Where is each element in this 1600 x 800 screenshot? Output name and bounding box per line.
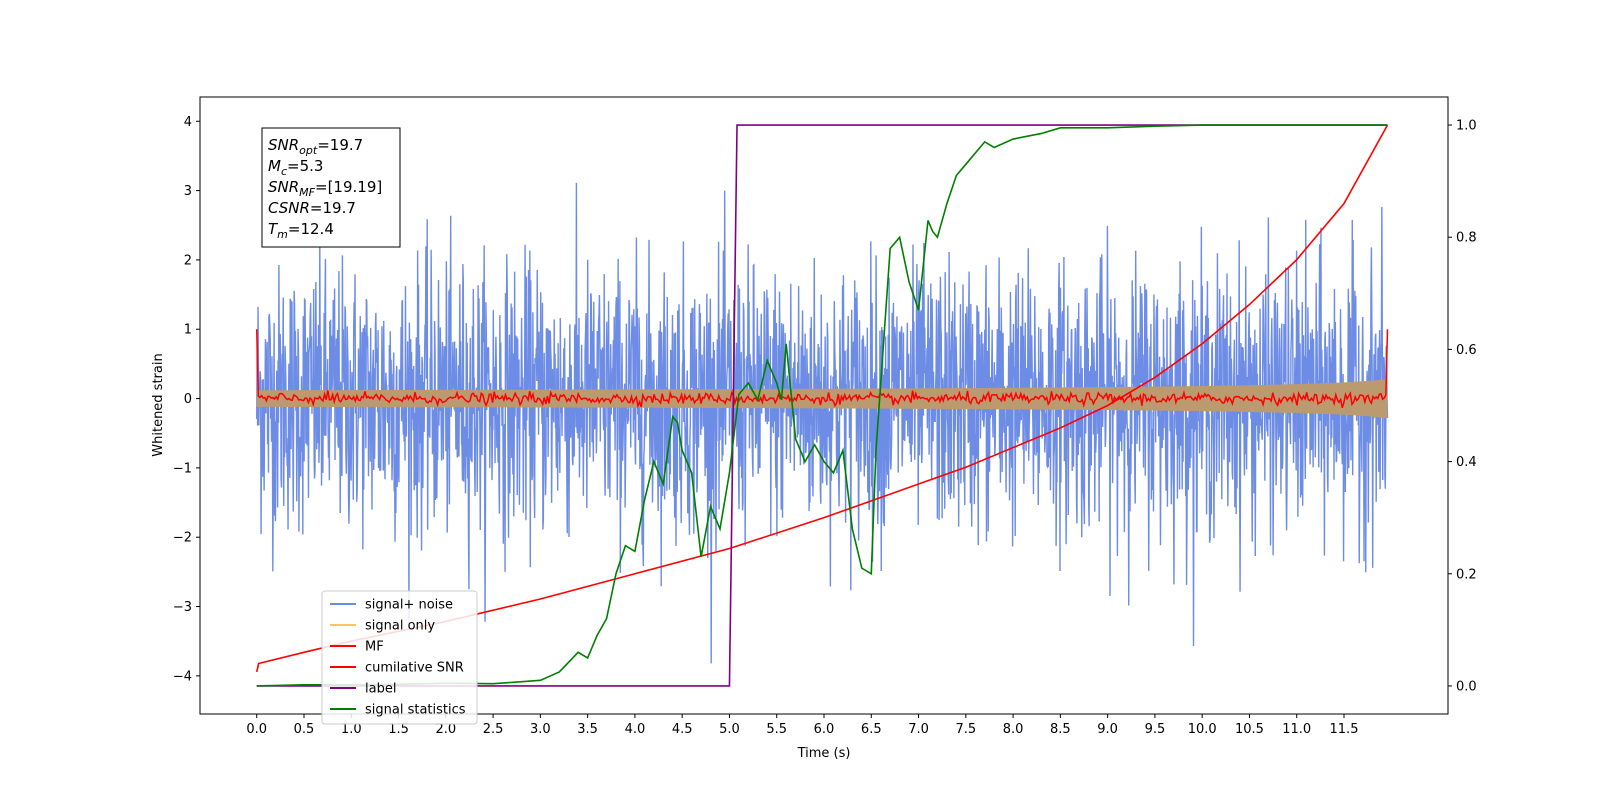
series-signal-plus-noise xyxy=(256,182,1389,664)
annotation-line: Tm=12.4 xyxy=(268,220,334,241)
legend-entry: signal+ noise xyxy=(365,598,453,613)
x-axis-label: Time (s) xyxy=(797,746,851,761)
x-tick-label: 11.5 xyxy=(1330,722,1359,737)
series-signal-statistics xyxy=(256,124,1388,687)
x-tick-label: 2.0 xyxy=(435,722,456,737)
annotation-value: =19.7 xyxy=(310,199,356,217)
y-tick-label: −1 xyxy=(173,461,192,476)
x-axis: 0.0 0.5 1.0 1.5 2.0 2.5 3.0 3.5 4.0 4.5 5.0 5.5 6.0 6… xyxy=(246,714,1358,737)
x-tick-label: 4.5 xyxy=(672,722,693,737)
y-tick-label: 3 xyxy=(184,184,192,199)
x-tick-label: 6.5 xyxy=(861,722,882,737)
legend-entry: label xyxy=(365,682,396,697)
y2-tick-label: 0.2 xyxy=(1456,567,1477,582)
y2-tick-label: 0.4 xyxy=(1456,455,1477,470)
x-tick-label: 8.5 xyxy=(1050,722,1071,737)
y-tick-label: 2 xyxy=(184,253,192,268)
annotation-line: SNRMF=[19.19] xyxy=(268,178,382,199)
x-tick-label: 5.0 xyxy=(719,722,740,737)
y-axis-left: 4 3 2 1 0 −1 −2 −3 −4 xyxy=(173,115,200,684)
legend-entry: MF xyxy=(365,640,384,655)
annotation-value: =[19.19] xyxy=(315,178,382,196)
annotation-value: =19.7 xyxy=(317,136,363,154)
x-tick-label: 9.0 xyxy=(1097,722,1118,737)
annotation-line: CSNR=19.7 xyxy=(268,199,356,217)
annotation-line: SNRopt=19.7 xyxy=(268,136,363,157)
x-tick-label: 11.0 xyxy=(1282,722,1311,737)
annotation-symbol: SNR xyxy=(268,136,299,154)
annotation-symbol: SNR xyxy=(268,178,299,196)
x-tick-label: 0.0 xyxy=(246,722,267,737)
annotation-frame xyxy=(261,127,401,248)
annotation-value: =5.3 xyxy=(287,157,323,175)
y-tick-label: 4 xyxy=(184,115,192,130)
x-tick-label: 6.0 xyxy=(814,722,835,737)
x-tick-label: 7.5 xyxy=(955,722,976,737)
x-tick-label: 10.5 xyxy=(1235,722,1264,737)
x-tick-label: 2.5 xyxy=(483,722,504,737)
annotation-subscript: c xyxy=(281,165,287,178)
annotation-line: Mc=5.3 xyxy=(268,157,323,178)
annotation-symbol: CSNR xyxy=(268,199,310,217)
annotation-symbol: T xyxy=(268,220,279,238)
x-tick-label: 3.5 xyxy=(577,722,598,737)
annotation-value: =12.4 xyxy=(288,220,334,238)
y-tick-label: −2 xyxy=(173,531,192,546)
y2-tick-label: 0.0 xyxy=(1456,679,1477,694)
legend-entry: signal only xyxy=(365,619,435,634)
y-tick-label: −4 xyxy=(173,669,192,684)
x-tick-label: 8.0 xyxy=(1003,722,1024,737)
x-tick-label: 1.0 xyxy=(341,722,362,737)
legend-frame xyxy=(321,590,478,725)
annotation-subscript: MF xyxy=(299,186,315,199)
x-tick-label: 1.5 xyxy=(388,722,409,737)
x-tick-label: 7.0 xyxy=(908,722,929,737)
y-tick-label: 0 xyxy=(184,392,192,407)
annotation-subscript: m xyxy=(277,228,288,241)
series-label xyxy=(256,124,1388,687)
x-tick-label: 9.5 xyxy=(1145,722,1166,737)
y-axis-right: 1.0 0.8 0.6 0.4 0.2 0.0 xyxy=(1448,119,1477,694)
x-tick-label: 0.5 xyxy=(294,722,315,737)
y-tick-label: −3 xyxy=(173,600,192,615)
y2-tick-label: 1.0 xyxy=(1456,119,1477,134)
y-tick-label: 1 xyxy=(184,323,192,338)
annotation-subscript: opt xyxy=(299,144,318,157)
legend: signal+ noise signal only MF cumilative SNR… xyxy=(321,590,478,725)
series-mf xyxy=(255,329,1389,409)
x-tick-label: 10.0 xyxy=(1188,722,1217,737)
y2-tick-label: 0.6 xyxy=(1456,343,1477,358)
legend-entry: cumilative SNR xyxy=(365,661,464,676)
y-axis-label: Whitened strain xyxy=(151,353,166,456)
annotation-symbol: M xyxy=(268,157,281,175)
x-tick-label: 5.5 xyxy=(766,722,787,737)
x-tick-label: 3.0 xyxy=(530,722,551,737)
y2-tick-label: 0.8 xyxy=(1456,231,1477,246)
annotation-box: SNRopt=19.7Mc=5.3SNRMF=[19.19]CSNR=19.7T… xyxy=(261,127,401,248)
x-tick-label: 4.0 xyxy=(625,722,646,737)
legend-entry: signal statistics xyxy=(365,703,466,718)
